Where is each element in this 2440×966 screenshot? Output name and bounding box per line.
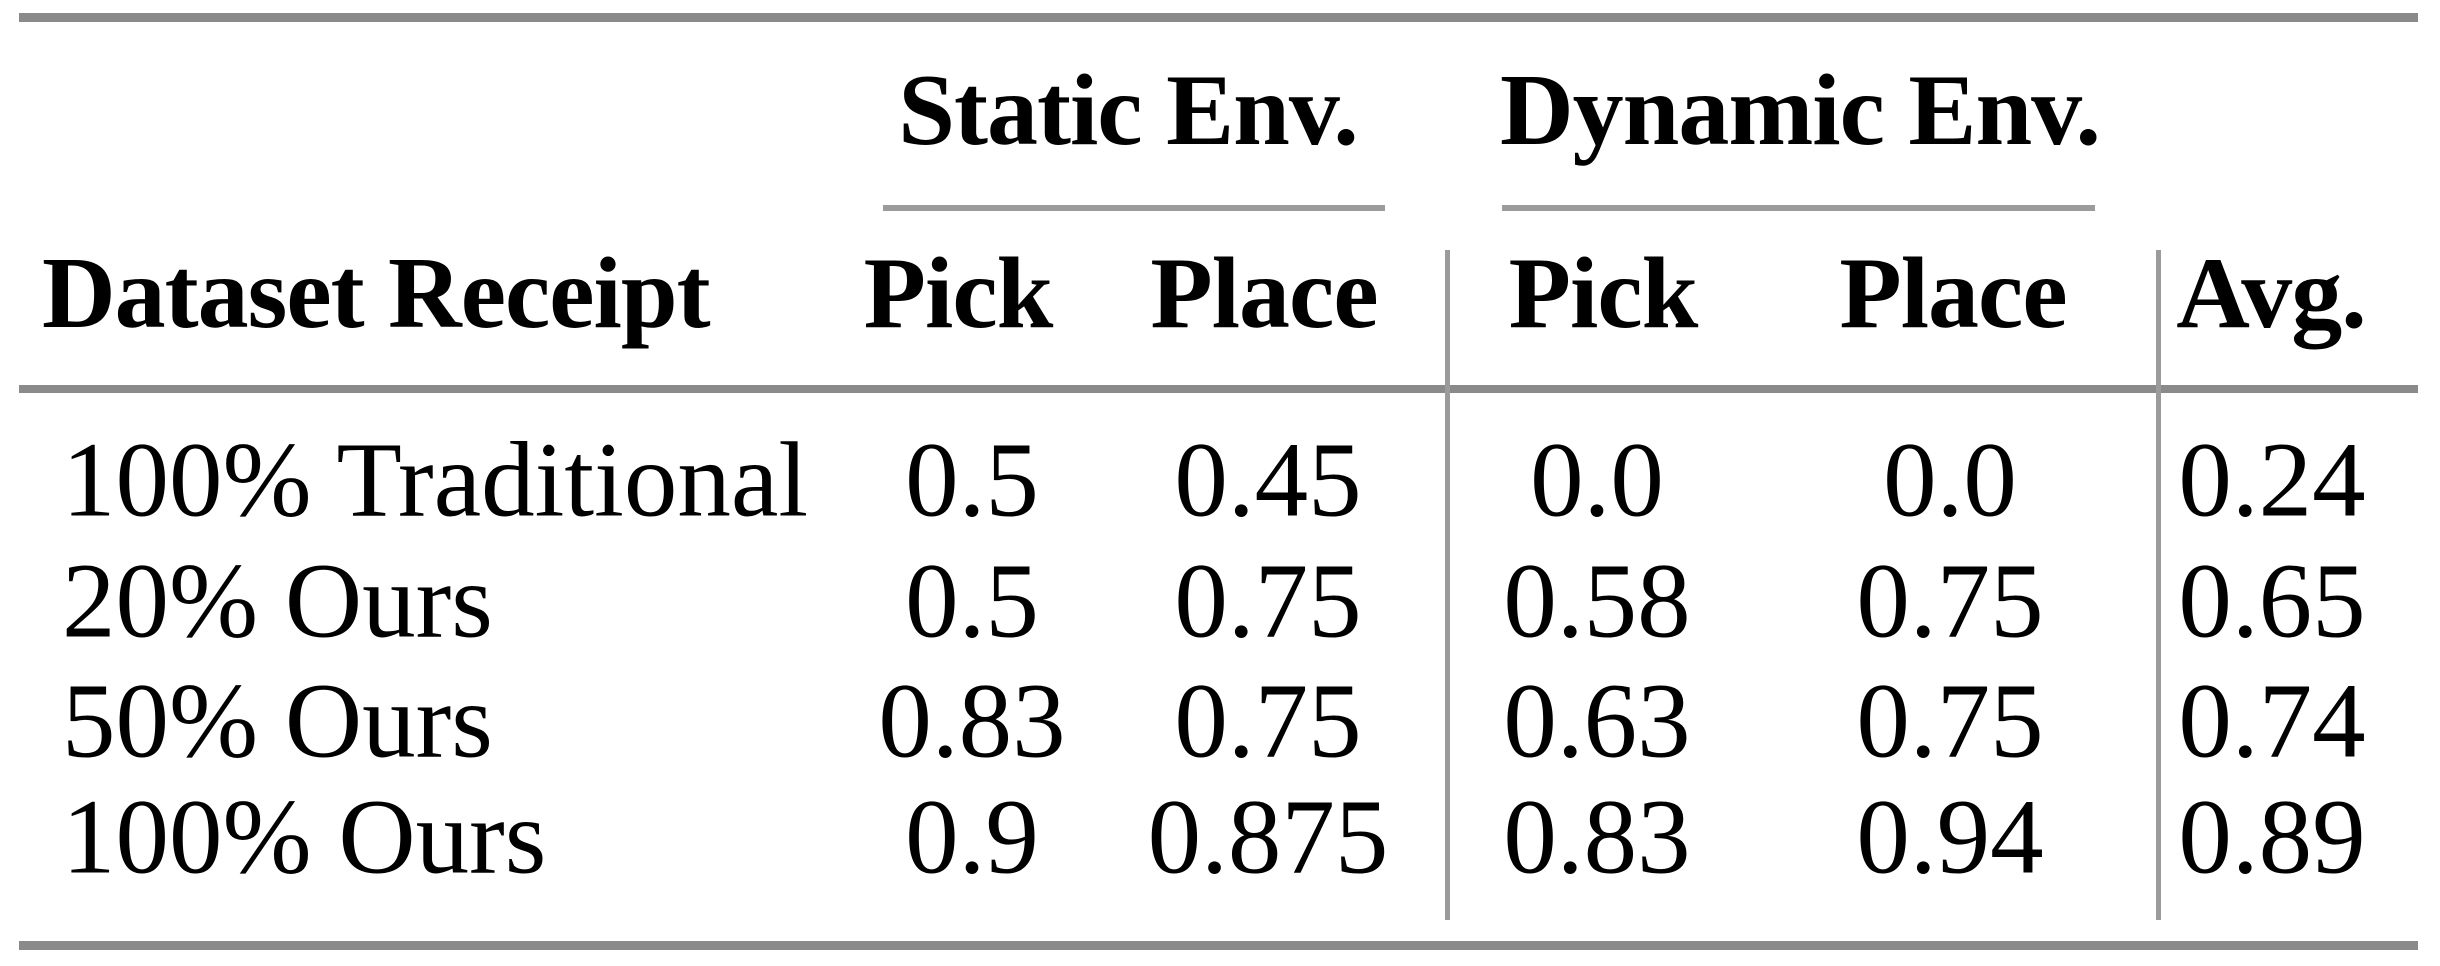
col-header-dataset-receipt: Dataset Receipt bbox=[42, 237, 711, 350]
group-header-dynamic-env: Dynamic Env. bbox=[1499, 54, 2101, 167]
cell-static-pick: 0.9 bbox=[905, 778, 1039, 897]
col-header-avg: Avg. bbox=[2176, 237, 2367, 350]
top-rule bbox=[19, 13, 2418, 22]
cell-dynamic-place: 0.0 bbox=[1883, 421, 2017, 540]
cell-dynamic-place: 0.75 bbox=[1856, 542, 2044, 661]
cell-dynamic-pick: 0.0 bbox=[1530, 421, 1664, 540]
cell-static-place: 0.875 bbox=[1147, 778, 1389, 897]
cell-avg: 0.74 bbox=[2178, 662, 2366, 781]
cell-static-place: 0.75 bbox=[1174, 662, 1362, 781]
row-label: 100% Traditional bbox=[62, 421, 809, 540]
vertical-rule-dynamic-avg bbox=[2156, 250, 2161, 920]
bottom-rule bbox=[19, 941, 2418, 950]
cell-dynamic-place: 0.94 bbox=[1856, 778, 2044, 897]
row-label: 100% Ours bbox=[62, 778, 547, 897]
header-mid-rule bbox=[19, 385, 2418, 393]
cell-static-pick: 0.5 bbox=[905, 421, 1039, 540]
cell-dynamic-pick: 0.63 bbox=[1503, 662, 1691, 781]
cell-static-place: 0.45 bbox=[1174, 421, 1362, 540]
cell-avg: 0.89 bbox=[2178, 778, 2366, 897]
cell-static-pick: 0.83 bbox=[878, 662, 1066, 781]
col-header-static-place: Place bbox=[1150, 237, 1378, 350]
static-env-cmidrule bbox=[883, 205, 1385, 211]
row-label: 20% Ours bbox=[62, 542, 493, 661]
cell-dynamic-pick: 0.58 bbox=[1503, 542, 1691, 661]
vertical-rule-static-dynamic bbox=[1445, 250, 1450, 920]
col-header-dynamic-place: Place bbox=[1839, 237, 2067, 350]
cell-avg: 0.24 bbox=[2178, 421, 2366, 540]
col-header-static-pick: Pick bbox=[863, 237, 1054, 350]
col-header-dynamic-pick: Pick bbox=[1508, 237, 1699, 350]
group-header-static-env: Static Env. bbox=[898, 54, 1358, 167]
cell-static-pick: 0.5 bbox=[905, 542, 1039, 661]
dynamic-env-cmidrule bbox=[1502, 205, 2095, 211]
cell-dynamic-pick: 0.83 bbox=[1503, 778, 1691, 897]
row-label: 50% Ours bbox=[62, 662, 493, 781]
cell-dynamic-place: 0.75 bbox=[1856, 662, 2044, 781]
cell-static-place: 0.75 bbox=[1174, 542, 1362, 661]
cell-avg: 0.65 bbox=[2178, 542, 2366, 661]
